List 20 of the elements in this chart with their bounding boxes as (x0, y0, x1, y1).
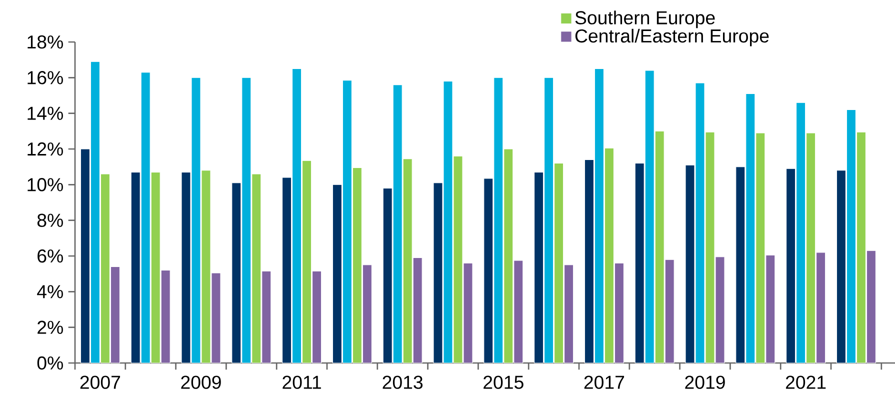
y-tick-label: 14% (28, 106, 63, 120)
y-tick-label: 10% (28, 178, 63, 192)
y-tick-label: 18% (28, 35, 63, 49)
x-tick-label: 2013 (382, 376, 423, 389)
y-tick-label: 4% (37, 285, 63, 298)
y-tick-label: 12% (28, 142, 63, 156)
x-tick-label: 2011 (282, 376, 321, 389)
x-tick-label: 2015 (484, 376, 524, 389)
y-tick-label: 2% (38, 320, 63, 334)
y-tick-label: 0% (37, 356, 63, 370)
x-tick-label: 2017 (584, 376, 624, 389)
legend-label: Central/Eastern Europe (575, 28, 769, 46)
y-tick-label: 8% (37, 214, 63, 227)
x-tick-label: 2007 (80, 376, 120, 389)
x-tick-label: 2019 (685, 376, 725, 389)
legend-label: Southern Europe (575, 10, 715, 28)
y-tick-label: 6% (38, 249, 63, 263)
x-tick-label: 2021 (786, 376, 826, 389)
y-tick-label: 16% (28, 71, 63, 84)
x-tick-label: 2009 (181, 376, 221, 389)
